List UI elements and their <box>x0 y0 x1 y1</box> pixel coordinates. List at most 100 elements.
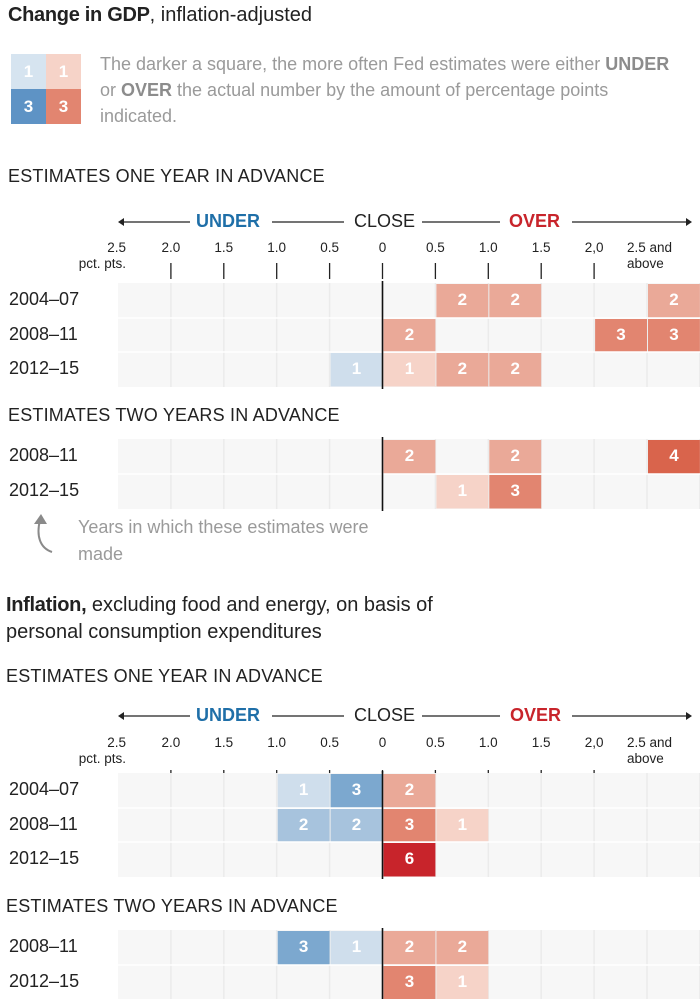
inflation-tick-value: 1.0 <box>478 735 498 750</box>
heatmap-cell <box>489 475 542 509</box>
inflation-one-year-subtitle: ESTIMATES ONE YEAR IN ADVANCE <box>6 666 323 686</box>
row-label: 2008–11 <box>9 445 78 465</box>
inflation-tick-label: 1.5 <box>511 735 571 751</box>
row-label: 2008–11 <box>9 814 78 834</box>
heatmap-cell-value: 4 <box>669 446 679 465</box>
gdp-tick-label: 2.5 and above <box>627 240 687 272</box>
gdp-title: Change in GDP, inflation-adjusted <box>8 2 312 28</box>
gdp-title-rest: , inflation-adjusted <box>149 4 312 26</box>
gdp-tick-value: 1.5 <box>531 240 551 255</box>
gdp-tick-value: 1.0 <box>478 240 498 255</box>
gdp-arrow-right-head <box>686 218 692 226</box>
legend-under-word: UNDER <box>605 54 670 74</box>
gdp-two-year-subtitle: ESTIMATES TWO YEARS IN ADVANCE <box>8 405 340 425</box>
legend-or-word: or <box>100 80 122 100</box>
inflation-tick-label: 2.5 and above <box>627 735 687 767</box>
heatmap-cell <box>436 475 489 509</box>
curved-arrow-icon <box>37 519 53 553</box>
heatmap-cell-value: 2 <box>404 780 415 799</box>
inflation-tick-value: 0 <box>378 735 387 750</box>
heatmap-cell <box>383 440 436 474</box>
heatmap-cell <box>330 809 383 843</box>
inflation-tick-label: 0.5 <box>405 735 465 751</box>
heatmap-cell-value: 1 <box>351 937 362 956</box>
inflation-tick-label: 1.5 <box>194 735 254 751</box>
heatmap-cell <box>383 319 436 353</box>
row-label: 2012–15 <box>9 848 80 868</box>
heatmap-cell <box>383 931 436 965</box>
gdp-tick-label: 0 <box>353 240 413 256</box>
heatmap-cell-value: 6 <box>404 849 415 868</box>
inflation-tick-label: 2.5 pct. pts. <box>60 735 126 767</box>
heatmap-cell <box>277 809 330 843</box>
heatmap-cell <box>330 774 383 808</box>
inflation-arrow-right-head <box>686 712 692 720</box>
gdp-tick-value: 0.5 <box>426 240 445 255</box>
heatmap-cell <box>595 319 647 353</box>
heatmap-cell-value: 1 <box>457 815 468 834</box>
inflation-tick-label: 0 <box>353 735 413 751</box>
heatmap-cell-value: 2 <box>298 815 309 834</box>
legend-over-word: OVER <box>121 80 173 100</box>
heatmap-cell-value: 3 <box>298 937 309 956</box>
heatmap-cell <box>489 284 542 318</box>
inflation-tick-sub: pct. pts. <box>78 751 126 766</box>
inflation-tick-value: 2,0 <box>584 735 604 750</box>
heatmap-cell-value: 2 <box>457 290 468 309</box>
heatmap-cell <box>648 440 700 474</box>
heatmap-cell <box>436 284 489 318</box>
inflation-tick-value: 2.0 <box>161 735 181 750</box>
gdp-arrow-left-head <box>118 218 124 226</box>
gdp-tick-sub: above <box>627 256 664 271</box>
gdp-tick-label: 1.0 <box>247 240 307 256</box>
gdp-tick-value: 0.5 <box>320 240 339 255</box>
heatmap-cell-value: 1 <box>298 780 309 799</box>
legend-text-2: the actual number by the amount of perce… <box>100 80 609 126</box>
heatmap-cell-value: 2 <box>404 325 415 344</box>
gdp-tick-value: 1.5 <box>214 240 234 255</box>
inflation-tick-label: 2,0 <box>564 735 624 751</box>
inflation-tick-label: 1.0 <box>458 735 518 751</box>
heatmap-cell-value: 2 <box>404 937 415 956</box>
gdp-axis-close: CLOSE <box>354 211 416 231</box>
gdp-tick-value: 0 <box>378 240 387 255</box>
inflation-tick-value: 0.5 <box>426 735 445 750</box>
heatmap-cell-value: 3 <box>510 481 520 500</box>
heatmap-cell <box>436 966 489 999</box>
heatmap-cell-value: 3 <box>351 780 362 799</box>
gdp-tick-label: 1.5 <box>511 240 571 256</box>
legend-under-light: 1 <box>11 54 46 89</box>
inflation-arrow-left-head <box>118 712 124 720</box>
inflation-axis-under: UNDER <box>196 705 261 725</box>
row-label: 2004–07 <box>9 289 80 309</box>
gdp-tick-label: 1.5 <box>194 240 254 256</box>
row-label: 2012–15 <box>9 480 80 500</box>
inflation-two-year-subtitle: ESTIMATES TWO YEARS IN ADVANCE <box>6 896 338 916</box>
gdp-tick-label: 2,0 <box>564 240 624 256</box>
legend-text-1: The darker a square, the more often Fed … <box>100 54 601 74</box>
gdp-tick-label: 1.0 <box>458 240 518 256</box>
gdp-axis-over: OVER <box>509 211 561 231</box>
legend-over-light: 1 <box>46 54 81 89</box>
legend-over-dark: 3 <box>46 89 81 124</box>
inflation-tick-label: 1.0 <box>247 735 307 751</box>
heatmap-cell <box>330 931 383 965</box>
inflation-tick-value: 1.0 <box>267 735 287 750</box>
heatmap-cell-value: 3 <box>669 325 679 344</box>
gdp-tick-label: 2.5 pct. pts. <box>60 240 126 272</box>
heatmap-cell <box>489 440 542 474</box>
heatmap-cell-value: 2 <box>351 815 362 834</box>
heatmap-cell-value: 3 <box>404 972 415 991</box>
heatmap-cell <box>383 966 436 999</box>
inflation-tick-label: 2.0 <box>141 735 201 751</box>
heatmap-cell <box>383 843 436 877</box>
heatmap-cell-value: 2 <box>510 359 520 378</box>
heatmap-cell-value: 2 <box>510 290 520 309</box>
gdp-tick-value: 1.0 <box>267 240 287 255</box>
heatmap-cell-value: 1 <box>351 359 362 378</box>
gdp-tick-value: 2.5 <box>107 240 126 255</box>
legend-under-dark: 3 <box>11 89 46 124</box>
inflation-tick-value: 0.5 <box>320 735 339 750</box>
heatmap-cell-value: 3 <box>616 325 626 344</box>
